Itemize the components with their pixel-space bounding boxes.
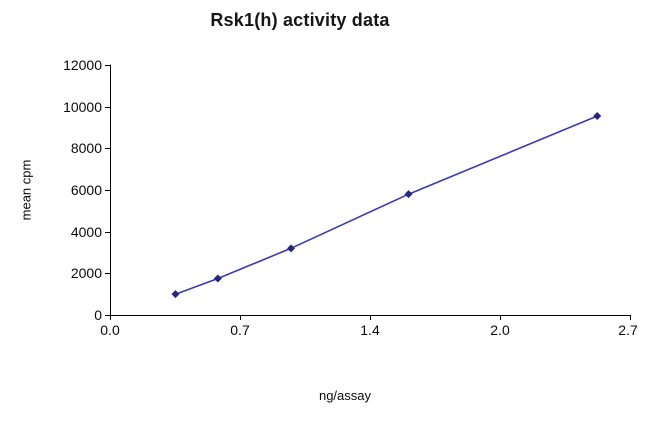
y-tick-label: 0 — [94, 307, 102, 323]
y-axis-title: mean cpm — [18, 159, 34, 221]
chart-title: Rsk1(h) activity data — [210, 10, 390, 30]
y-tick-label: 6000 — [70, 182, 102, 198]
x-axis-title: ng/assay — [318, 388, 372, 403]
data-point-marker — [593, 112, 602, 121]
y-tick-label: 2000 — [70, 265, 102, 281]
data-point-marker — [287, 244, 296, 253]
y-tick-label: 10000 — [63, 99, 102, 115]
x-tick-label: 2.0 — [490, 322, 510, 338]
x-tick-label: 1.4 — [360, 322, 380, 338]
data-point-marker — [171, 290, 180, 299]
x-tick-label: 2.7 — [618, 322, 638, 338]
data-point-marker — [213, 274, 222, 283]
series-line — [175, 115, 598, 295]
data-point-marker — [404, 190, 413, 199]
y-tick-label: 4000 — [70, 224, 102, 240]
x-tick-label: 0.7 — [230, 322, 250, 338]
y-tick-label: 8000 — [70, 140, 102, 156]
y-tick-label: 12000 — [63, 57, 102, 73]
x-tick-label: 0.0 — [100, 322, 120, 338]
